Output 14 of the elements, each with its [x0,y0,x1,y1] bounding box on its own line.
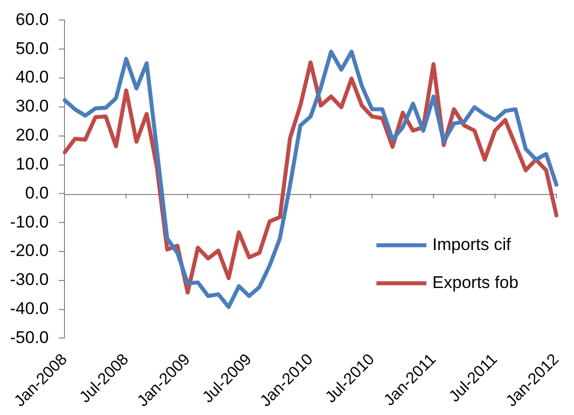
y-tick-label: -30.0 [10,270,49,290]
legend-label: Exports fob [432,272,518,292]
legend-label: Imports cif [432,234,512,254]
y-tick-label: -40.0 [10,299,49,318]
y-tick-label: -10.0 [10,212,49,232]
y-tick-label: 20.0 [16,126,49,145]
y-tick-label: 10.0 [16,154,49,174]
y-tick-label: 60.0 [16,10,49,29]
y-tick-label: -20.0 [10,241,49,260]
y-tick-label: -50.0 [10,328,49,347]
y-tick-label: 0.0 [25,183,49,202]
y-tick-label: 40.0 [16,68,49,87]
y-tick-label: 50.0 [16,38,49,58]
y-tick-label: 30.0 [16,96,49,116]
